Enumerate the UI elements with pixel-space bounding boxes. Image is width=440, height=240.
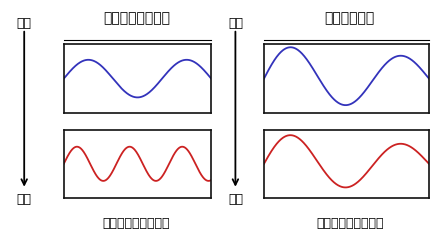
Text: 波形がひずむ: 波形がひずむ [325,11,375,25]
Text: 波形が変わらない: 波形が変わらない [103,11,170,25]
Text: 低温: 低温 [228,17,243,30]
Text: 高温: 高温 [228,193,243,206]
Text: 周期は必ず短くなる: 周期は必ず短くなる [103,217,170,230]
Text: 低温: 低温 [17,17,32,30]
Text: 周期を安定化できる: 周期を安定化できる [316,217,384,230]
Text: 高温: 高温 [17,193,32,206]
